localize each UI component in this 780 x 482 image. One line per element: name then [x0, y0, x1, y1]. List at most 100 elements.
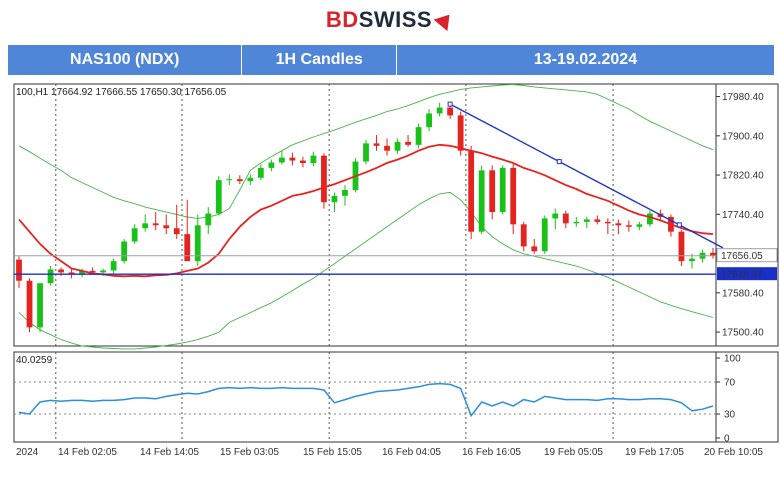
candle	[636, 221, 643, 231]
time-tick-label: 20 Feb 10:05	[704, 447, 763, 458]
candle-body	[310, 155, 317, 163]
candle-body	[636, 224, 643, 227]
price-tick-label: 17820.40	[722, 171, 764, 182]
bollinger-lower-line	[18, 191, 714, 350]
rsi-tick-label: 70	[724, 378, 736, 389]
candle	[373, 135, 380, 151]
candle-body	[300, 160, 306, 163]
candle-body	[594, 219, 601, 222]
candle-body	[541, 218, 548, 252]
candle	[552, 208, 559, 230]
candle	[37, 283, 43, 333]
price-tick-label: 17500.40	[722, 328, 764, 339]
candle-body	[489, 170, 496, 213]
candle-body	[268, 162, 275, 168]
header-instrument: NAS100 (NDX)	[8, 45, 243, 75]
candle-body	[468, 150, 475, 232]
time-tick-label: 15 Feb 03:05	[220, 447, 279, 458]
rsi-tick-label: 0	[724, 434, 730, 445]
candle	[468, 145, 475, 240]
candle	[562, 210, 569, 229]
candle	[152, 212, 159, 231]
chart-info-line: 100,H1 17664.92 17666.55 17650.30 17656.…	[16, 87, 227, 98]
candle-body	[110, 261, 117, 271]
rsi-pane-border	[13, 351, 779, 443]
candle	[184, 199, 191, 262]
candle	[110, 258, 117, 274]
candle-body	[457, 115, 464, 151]
time-tick-label: 16 Feb 16:05	[462, 447, 521, 458]
candle	[363, 139, 369, 165]
candle-body	[16, 259, 22, 281]
candle-body	[331, 195, 338, 203]
candle-body	[289, 157, 296, 161]
rsi-tick-label: 30	[724, 410, 736, 421]
candle-body	[447, 107, 454, 116]
candle	[131, 224, 138, 244]
candle	[710, 247, 716, 259]
time-tick-label: 19 Feb 05:05	[544, 447, 603, 458]
candle-body	[478, 170, 485, 232]
time-tick-label: 15 Feb 15:05	[303, 447, 362, 458]
bollinger-upper-line	[18, 84, 714, 219]
candle-body	[194, 225, 201, 262]
candle	[247, 174, 254, 186]
candle-body	[710, 252, 716, 256]
candle-body	[552, 213, 559, 219]
candle-body	[384, 145, 390, 151]
candle-body	[205, 213, 212, 226]
candle	[405, 135, 411, 147]
candle-body	[184, 234, 191, 262]
candle	[310, 151, 317, 167]
candle	[478, 165, 485, 235]
trendline-anchor	[556, 159, 562, 165]
candle-body	[426, 113, 432, 128]
candle	[510, 162, 517, 235]
candle	[541, 215, 548, 254]
candle-body	[394, 141, 401, 151]
candle	[215, 176, 222, 216]
candle	[26, 278, 33, 333]
moving-average-line	[18, 143, 714, 278]
candle-body	[604, 221, 611, 224]
candle	[289, 152, 296, 166]
candle	[689, 253, 695, 269]
price-tick-label: 17740.40	[722, 210, 764, 221]
candle-body	[531, 246, 538, 252]
price-pane-border	[13, 83, 779, 347]
candle-body	[415, 127, 422, 145]
candle	[16, 256, 22, 289]
candle	[615, 219, 622, 235]
chart-header: NAS100 (NDX) 1H Candles 13-19.02.2024	[8, 45, 774, 75]
candle	[647, 210, 653, 227]
candle	[257, 164, 264, 181]
candle-body	[226, 179, 233, 181]
time-tick-label: 2024	[16, 447, 39, 458]
candle-body	[562, 213, 569, 224]
rsi-value-label: 40.0259	[16, 355, 53, 366]
candle-body	[257, 167, 264, 178]
candle-body	[47, 269, 54, 284]
price-tick-label: 17900.40	[722, 131, 764, 142]
candle-body	[37, 283, 43, 328]
candle-body	[100, 270, 107, 273]
candle	[394, 138, 401, 154]
candle-body	[89, 270, 96, 273]
price-tick-label: 17580.40	[722, 288, 764, 299]
candle	[699, 249, 706, 263]
support-price-label: 17618.37	[721, 270, 763, 281]
candle	[583, 216, 590, 229]
current-price-badge	[716, 248, 778, 263]
candle-body	[215, 180, 222, 214]
candle-body	[405, 141, 411, 145]
time-tick-label: 19 Feb 17:05	[625, 447, 684, 458]
candle-body	[583, 219, 590, 222]
candle-body	[26, 280, 33, 328]
candle	[499, 165, 506, 215]
candle	[342, 185, 348, 206]
trendline-anchor	[676, 222, 682, 228]
time-tick-label: 16 Feb 04:05	[382, 447, 441, 458]
candle	[163, 214, 170, 235]
candle-body	[247, 177, 254, 182]
candle	[321, 153, 327, 209]
